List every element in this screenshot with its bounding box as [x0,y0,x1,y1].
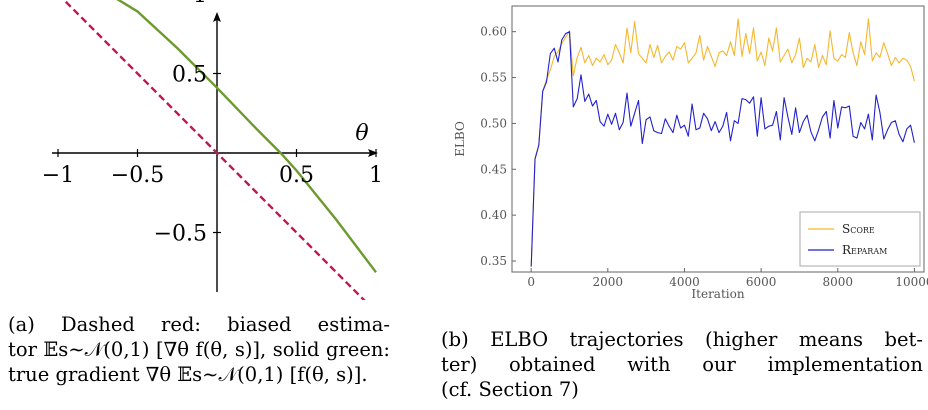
plot-frame [511,5,925,273]
y-tick-label: 0.45 [480,162,507,176]
x-axis-label: Iteration [691,287,744,301]
y-tick-label: 1 [193,0,207,8]
x-tick-label: −0.5 [111,163,164,188]
gradient-chart-axes: θ [52,12,378,292]
gradient-chart: θ −1−0.50.51−1−0.50.51 [42,0,383,300]
caption-a: (a) Dashed red: biased estima- tor 𝔼s∼𝒩(… [8,312,390,387]
reparam-series-line [530,31,915,267]
caption-b-line: (cf. Section 7) [441,378,579,401]
legend-box [799,211,921,267]
true-gradient-line [116,0,377,274]
x-tick-label: 4000 [669,275,700,289]
y-tick-label: 0.35 [480,254,507,268]
biased-estimator-line [62,0,366,300]
caption-a-line: true gradient ∇θ 𝔼s∼𝒩(0,1) [f(θ, s)]. [8,363,368,386]
caption-b-line: (b) ELBO trajectories (higher means bet- [441,328,923,351]
x-tick-label: −1 [42,163,74,188]
x-tick-label: 1 [369,163,383,188]
gradient-chart-series [62,0,377,300]
y-axis-label: ELBO [453,121,467,157]
y-tick-label: 0.40 [480,208,507,222]
y-axis-arrow [213,12,221,22]
x-axis-arrow [368,149,378,157]
x-tick-label: 8000 [822,275,853,289]
x-tick-label: 6000 [746,275,777,289]
y-tick-label: 0.60 [480,25,507,39]
score-series-line [530,18,915,267]
caption-a-line: (a) Dashed red: biased estima- [8,313,390,336]
x-tick-label: 2000 [593,275,624,289]
x-tick-label: 0.5 [279,163,314,188]
caption-b-line: ter) obtained with our implementation [441,353,923,376]
y-tick-label: −0.5 [154,222,207,247]
x-tick-label: 0 [527,275,535,289]
legend-label: Reparam [842,243,887,257]
caption-a-line: tor 𝔼s∼𝒩(0,1) [∇θ f(θ, s)], solid green: [8,338,390,361]
caption-b: (b) ELBO trajectories (higher means bet-… [441,327,923,402]
y-tick-label: 0.5 [172,63,207,88]
x-axis-label: θ [355,121,368,146]
y-tick-label: 0.50 [480,116,507,130]
legend-label: Score [842,222,875,236]
elbo-chart-frame [511,5,925,273]
elbo-chart-series [530,18,915,267]
elbo-legend: Score Reparam [799,211,921,267]
y-tick-label: 0.55 [480,71,507,85]
gradient-chart-ticks: −1−0.50.51−1−0.50.51 [42,0,383,247]
